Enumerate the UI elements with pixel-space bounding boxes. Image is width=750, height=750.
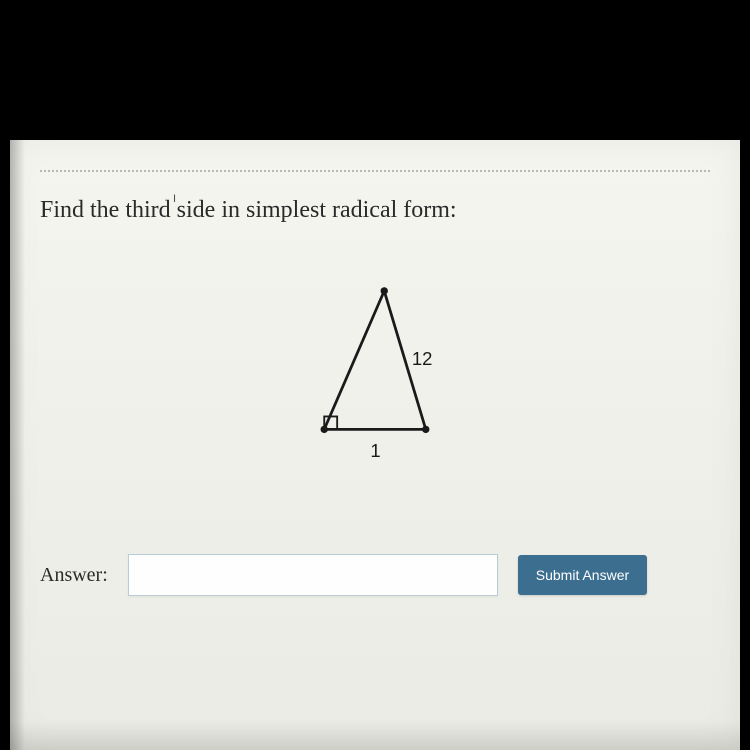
worksheet-page: Find the third side in simplest radical …: [10, 140, 740, 750]
vignette: [10, 720, 740, 750]
answer-input[interactable]: [128, 554, 498, 596]
diagram-container: 12 1: [40, 264, 710, 484]
base-label: 1: [370, 440, 380, 461]
photo-black-bar: [0, 0, 750, 140]
answer-row: Answer: Submit Answer: [40, 554, 710, 596]
question-text: Find the third side in simplest radical …: [40, 197, 457, 223]
text-cursor-artifact: I: [173, 193, 176, 205]
vignette: [10, 140, 25, 750]
hypotenuse-label: 12: [412, 348, 433, 369]
submit-button[interactable]: Submit Answer: [518, 555, 647, 595]
divider-dotted: [40, 170, 710, 172]
question-prompt: Find the third side in simplest radical …: [40, 197, 710, 224]
triangle-diagram: 12 1: [255, 264, 495, 484]
answer-label: Answer:: [40, 564, 108, 587]
vertex-bottom-right: [422, 426, 429, 433]
vertex-top: [381, 287, 388, 294]
triangle-shape: [324, 291, 426, 429]
